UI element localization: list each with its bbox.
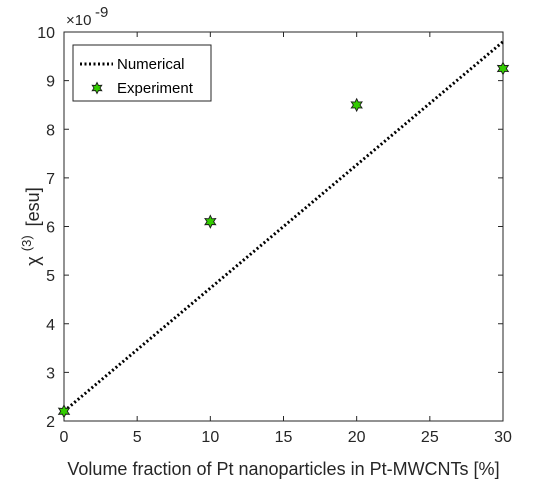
legend-experiment-swatch <box>91 81 103 95</box>
series-experiment-point <box>204 214 217 229</box>
series-experiment-point <box>496 61 510 76</box>
y-tick-label: 10 <box>37 25 55 42</box>
y-tick-label: 2 <box>46 414 55 431</box>
x-tick-label: 20 <box>348 429 366 446</box>
x-tick-label: 5 <box>133 429 142 446</box>
x-tick-label: 15 <box>275 429 293 446</box>
y-tick-label: 7 <box>46 171 55 188</box>
x-tick-label: 0 <box>60 429 69 446</box>
y-tick-label: 9 <box>46 74 55 91</box>
legend-experiment-star <box>91 81 103 95</box>
tick-labels: 0 5 10 15 20 25 30 2 3 4 5 6 7 8 9 10 <box>37 25 512 446</box>
series-numerical-line <box>63 40 504 413</box>
y-axis-label-symbol: χ <box>23 256 43 266</box>
x-axis-label: Volume fraction of Pt nanoparticles in P… <box>67 459 499 479</box>
y-tick-label: 6 <box>46 220 55 237</box>
x-tick-label: 25 <box>421 429 439 446</box>
svg-text:χ (3) [esu]: χ (3) [esu] <box>15 187 43 265</box>
series-experiment-point <box>350 97 363 113</box>
legend-numerical-label: Numerical <box>117 56 185 73</box>
legend: Numerical Experiment <box>72 44 212 102</box>
series-layer <box>57 40 510 419</box>
y-tick-label: 5 <box>46 268 55 285</box>
x-tick-label: 30 <box>494 429 512 446</box>
y-axis-label: χ (3) [esu] <box>15 187 43 265</box>
y-exponent-base: ×10 <box>66 12 91 29</box>
y-tick-label: 3 <box>46 365 55 382</box>
y-tick-label: 4 <box>46 317 55 334</box>
y-axis-label-superscript: (3) <box>19 235 34 251</box>
y-tick-label: 8 <box>46 122 55 139</box>
series-experiment-point <box>57 404 71 419</box>
axis-ticks <box>63 31 504 422</box>
x-tick-label: 10 <box>201 429 219 446</box>
y-exponent-label: ×10 -9 <box>66 4 108 29</box>
y-axis-label-unit: [esu] <box>23 187 43 226</box>
y-exponent-power: -9 <box>95 4 108 21</box>
legend-experiment-label: Experiment <box>117 80 194 97</box>
